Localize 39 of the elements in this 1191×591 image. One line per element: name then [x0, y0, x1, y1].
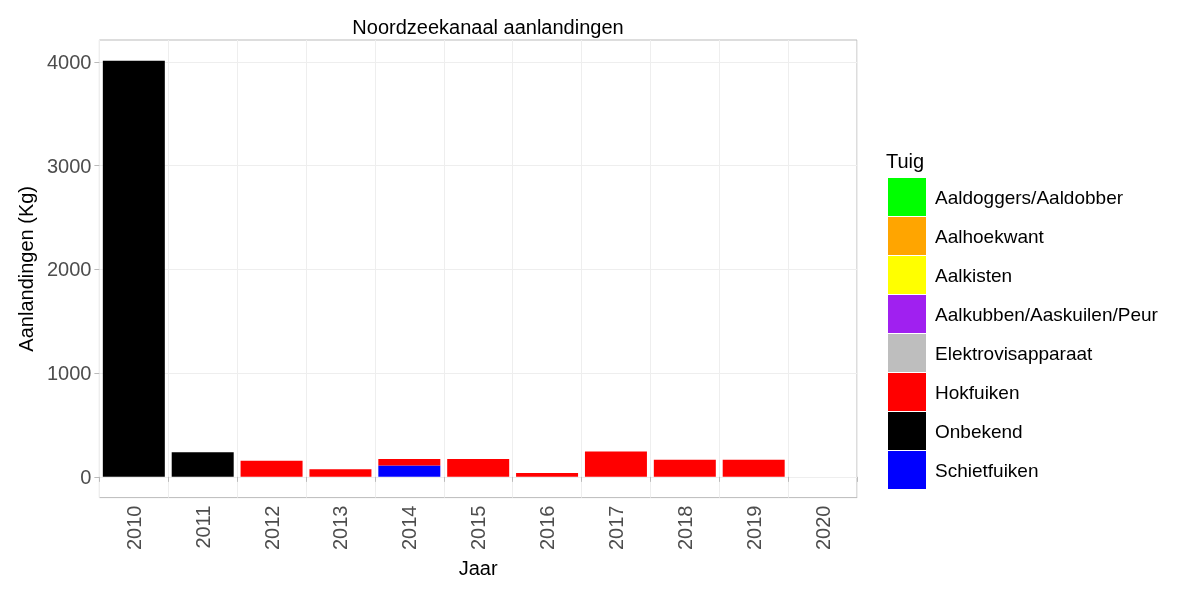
bar [653, 459, 716, 477]
x-tick-label: 2011 [191, 505, 214, 549]
legend-label: Schietfuiken [935, 459, 1039, 481]
bar [378, 458, 441, 466]
y-tick-label: 4000 [46, 50, 92, 73]
legend-label: Aaldoggers/Aaldobber [935, 186, 1124, 208]
y-tick-label: 1000 [46, 362, 92, 385]
legend-label: Aalkisten [935, 264, 1013, 286]
x-tick-label: 2010 [122, 505, 145, 551]
x-tick-label: 2019 [742, 505, 765, 551]
x-tick-label: 2012 [260, 505, 283, 551]
bar [378, 465, 441, 477]
x-tick-label: 2016 [536, 505, 559, 551]
bar [516, 473, 579, 477]
bar [240, 460, 303, 477]
chart-title: Noordzeekanaal aanlandingen [352, 16, 624, 38]
x-tick-label: 2018 [673, 505, 696, 551]
y-tick-label: 3000 [46, 154, 92, 177]
bar [102, 60, 165, 477]
x-tick-label: 2017 [604, 505, 627, 551]
legend-label: Elektrovisapparaat [935, 342, 1094, 364]
bar [584, 451, 647, 477]
bar [171, 452, 234, 477]
y-axis-title: Aanlandingen (Kg) [15, 185, 37, 352]
bar [447, 458, 510, 477]
y-tick-label: 2000 [46, 258, 92, 281]
legend-label: Onbekend [935, 420, 1023, 442]
x-tick-label: 2013 [329, 505, 352, 551]
x-axis-title: Jaar [458, 557, 498, 579]
bar [309, 469, 372, 477]
x-tick-label: 2015 [467, 505, 490, 551]
x-tick-label: 2014 [398, 505, 421, 551]
legend-label: Aalkubben/Aaskuilen/Peur [935, 303, 1159, 325]
legend-label: Hokfuiken [935, 381, 1020, 403]
legend-label: Aalhoekwant [935, 225, 1045, 247]
y-tick-label: 0 [80, 465, 92, 488]
bar [722, 459, 785, 477]
legend-title: Tuig [886, 150, 925, 172]
x-tick-label: 2020 [811, 505, 834, 551]
